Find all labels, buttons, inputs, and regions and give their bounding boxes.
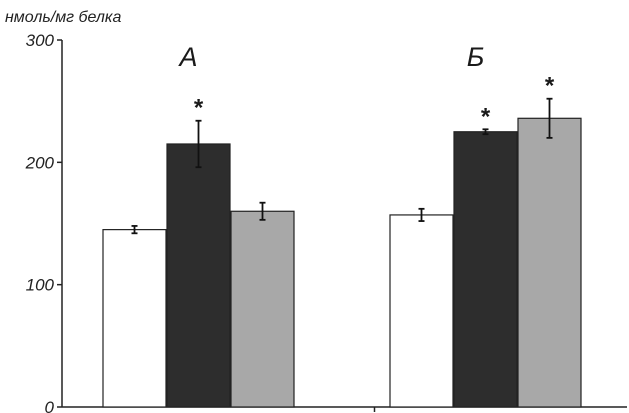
y-tick-label: 300 — [26, 31, 55, 50]
group-label: Б — [467, 42, 485, 72]
y-axis-unit-label: нмоль/мг белка — [5, 9, 121, 26]
bars: * * * — [102, 73, 582, 408]
bar-1-1 — [102, 229, 167, 408]
significance-asterisk: * — [545, 73, 555, 100]
y-axis-ticks: 0 100 200 300 — [25, 31, 62, 413]
significance-asterisk: * — [481, 103, 491, 130]
y-tick-label: 0 — [45, 398, 55, 413]
bar-1-3 — [230, 210, 295, 408]
group-label: А — [177, 42, 197, 72]
y-tick-label: 100 — [26, 276, 55, 295]
bar-2-1 — [389, 214, 454, 408]
bar-1-2 — [166, 143, 231, 408]
bar-2-2 — [453, 131, 518, 408]
y-tick-label: 200 — [25, 153, 55, 172]
bar-2-3 — [517, 117, 582, 408]
significance-asterisk: * — [194, 95, 204, 122]
